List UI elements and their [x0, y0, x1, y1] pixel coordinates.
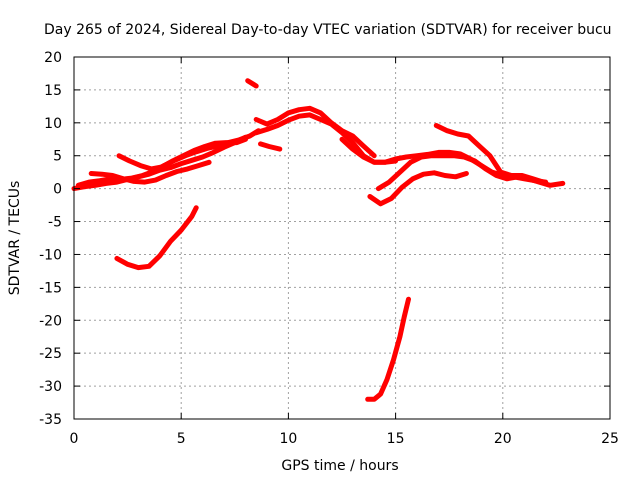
series-arc4 — [116, 136, 248, 172]
x-tick-label: 25 — [601, 431, 619, 447]
series-arc9 — [253, 105, 377, 159]
y-tick-label: -35 — [39, 412, 62, 428]
series-arc14 — [365, 296, 411, 402]
grid-lines — [74, 57, 610, 419]
series-arc13 — [433, 123, 546, 185]
chart-title: Day 265 of 2024, Sidereal Day-to-day VTE… — [44, 22, 612, 38]
series-arc7 — [258, 141, 283, 152]
y-tick-label: -25 — [39, 346, 62, 362]
y-tick-label: -10 — [39, 247, 62, 263]
x-axis-label: GPS time / hours — [281, 458, 398, 474]
y-tick-label: 0 — [53, 182, 62, 198]
series-arc3 — [88, 159, 212, 185]
axis-ticks: 0 5 10 15 20 25 -35 -30 -25 -20 -15 -10 -5 0 5 10 15 20 — [39, 50, 619, 447]
series-arc6 — [245, 78, 259, 89]
data-series — [71, 78, 566, 402]
x-tick-label: 20 — [494, 431, 512, 447]
series-arc11 — [367, 170, 469, 207]
y-axis-label: SDTVAR / TECUs — [7, 181, 23, 296]
y-tick-label: -5 — [48, 215, 62, 231]
y-tick-label: 15 — [44, 83, 62, 99]
plot-frame — [73, 56, 611, 420]
x-tick-label: 10 — [279, 431, 297, 447]
x-tick-label: 0 — [70, 431, 79, 447]
y-tick-label: 10 — [44, 116, 62, 132]
y-tick-label: 20 — [44, 50, 62, 66]
x-tick-label: 15 — [387, 431, 405, 447]
y-tick-label: -20 — [39, 313, 62, 329]
x-tick-label: 5 — [177, 431, 186, 447]
y-tick-label: 5 — [53, 149, 62, 165]
series-arc5 — [114, 205, 199, 271]
y-tick-label: -15 — [39, 280, 62, 296]
y-tick-label: -30 — [39, 379, 62, 395]
